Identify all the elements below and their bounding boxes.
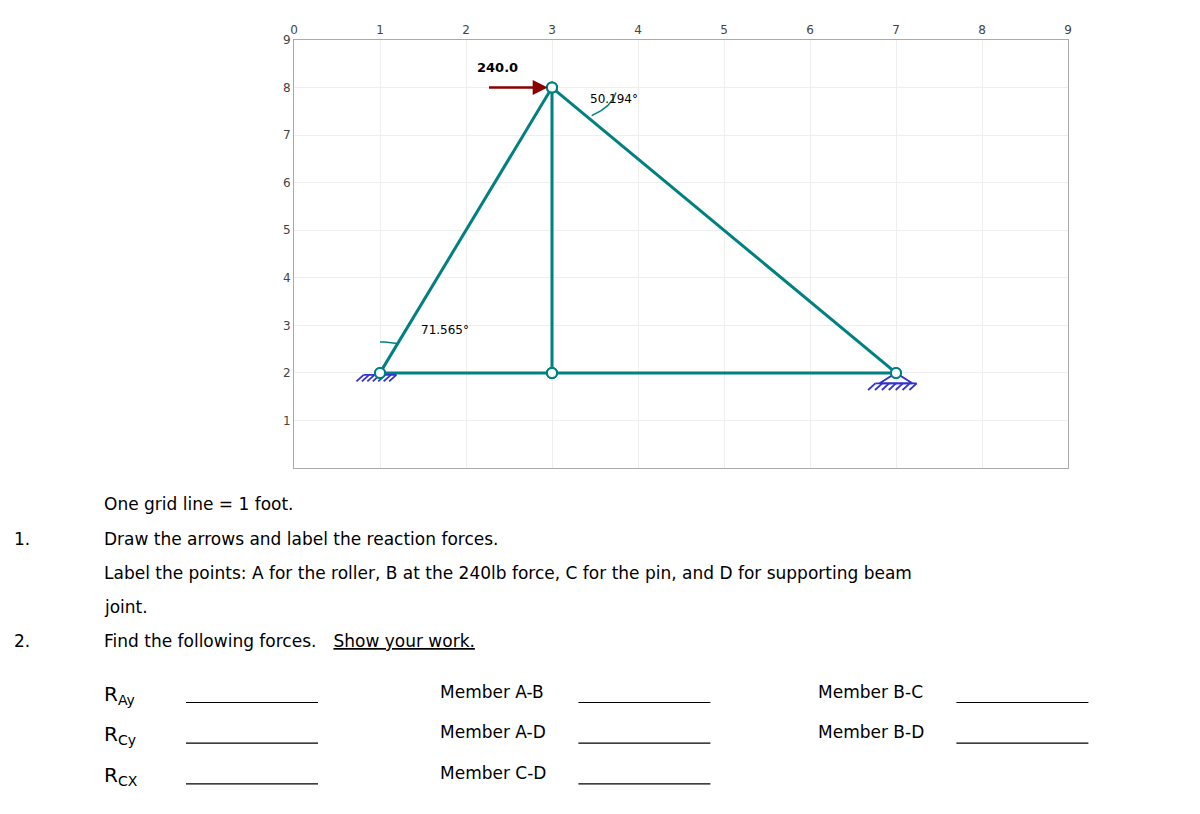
svg-text:Member C-D: Member C-D <box>440 763 546 783</box>
svg-text:7: 7 <box>283 128 291 142</box>
svg-text:1.: 1. <box>14 529 30 549</box>
svg-text:joint.: joint. <box>104 597 148 617</box>
svg-text:1: 1 <box>283 414 291 428</box>
svg-text:8: 8 <box>283 81 291 95</box>
svg-text:6: 6 <box>283 176 291 190</box>
svg-text:Member B-C: Member B-C <box>818 682 923 702</box>
svg-text:Label the points: A for the ro: Label the points: A for the roller, B at… <box>104 563 912 583</box>
svg-text:4: 4 <box>283 271 291 285</box>
svg-text:50.194°: 50.194° <box>590 92 638 106</box>
svg-text:R​CX​: R​CX​ <box>104 763 138 789</box>
svg-text:Draw the arrows and label the: Draw the arrows and label the reaction f… <box>104 529 498 549</box>
svg-text:8: 8 <box>978 23 986 37</box>
svg-text:Member B-D: Member B-D <box>818 722 924 742</box>
svg-text:2: 2 <box>283 366 291 380</box>
svg-text:R​Cy​: R​Cy​ <box>104 722 136 748</box>
svg-text:0: 0 <box>290 23 298 37</box>
svg-text:2: 2 <box>462 23 470 37</box>
svg-text:71.565°: 71.565° <box>421 323 469 337</box>
svg-text:7: 7 <box>892 23 900 37</box>
svg-text:One grid line = 1 foot.: One grid line = 1 foot. <box>104 494 294 514</box>
svg-text:5: 5 <box>720 23 728 37</box>
svg-text:4: 4 <box>634 23 642 37</box>
svg-text:R​Ay​: R​Ay​ <box>104 682 135 708</box>
svg-text:9: 9 <box>1064 23 1072 37</box>
svg-text:Member A-D: Member A-D <box>440 722 546 742</box>
svg-text:5: 5 <box>283 223 291 237</box>
svg-text:1: 1 <box>376 23 384 37</box>
svg-text:240.0: 240.0 <box>477 60 518 75</box>
svg-text:2.: 2. <box>14 631 30 651</box>
svg-text:Member A-B: Member A-B <box>440 682 544 702</box>
svg-text:6: 6 <box>806 23 814 37</box>
svg-text:9: 9 <box>283 33 291 47</box>
svg-text:Find the following forces. Sh: Find the following forces. Show your wor… <box>104 631 475 651</box>
svg-text:3: 3 <box>283 319 291 333</box>
svg-text:3: 3 <box>548 23 556 37</box>
